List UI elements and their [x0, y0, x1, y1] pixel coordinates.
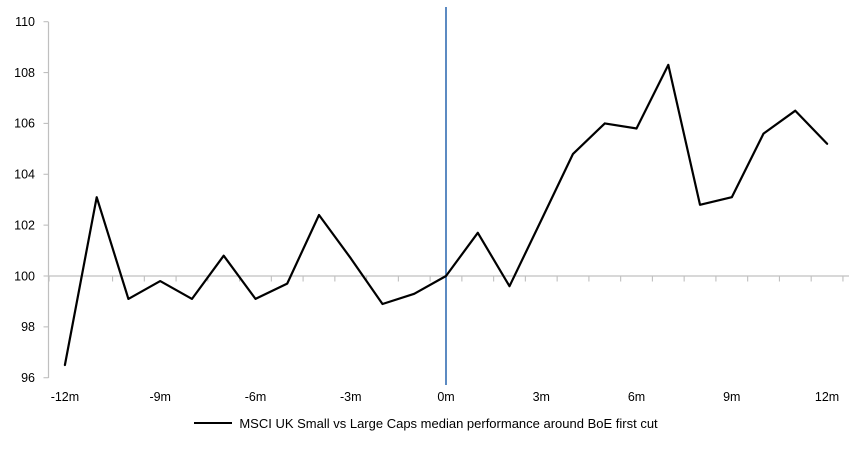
y-tick-label: 96: [21, 371, 35, 385]
x-tick-label: 3m: [533, 390, 550, 404]
x-tick-label: 12m: [815, 390, 839, 404]
x-tick-label: -3m: [340, 390, 362, 404]
y-tick-label: 104: [14, 168, 35, 182]
y-tick-label: 110: [15, 15, 35, 29]
x-tick-label: 0m: [437, 390, 454, 404]
x-tick-label: -12m: [51, 390, 79, 404]
y-tick-label: 108: [14, 66, 35, 80]
x-tick-label: -9m: [149, 390, 171, 404]
y-tick-label: 98: [21, 320, 35, 334]
x-tick-label: -6m: [245, 390, 267, 404]
y-tick-label: 100: [14, 269, 35, 283]
series-line: [63, 63, 829, 367]
x-tick-label: 6m: [628, 390, 645, 404]
x-tick-label: 9m: [723, 390, 740, 404]
y-tick-label: 102: [14, 218, 35, 232]
y-tick-label: 106: [14, 117, 35, 131]
